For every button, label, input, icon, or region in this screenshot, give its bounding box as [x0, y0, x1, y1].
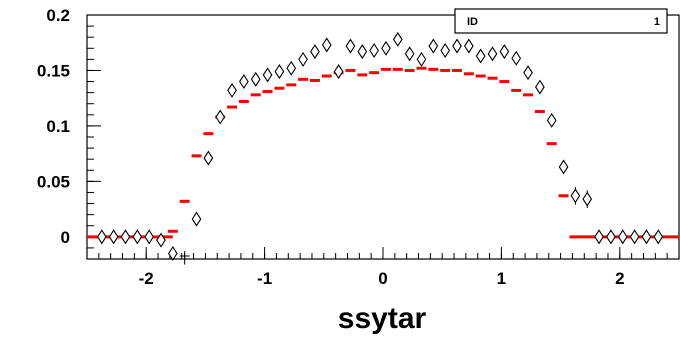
x-tick-label: -1	[257, 269, 272, 288]
diamond-marker	[535, 79, 545, 95]
diamond-marker	[191, 211, 202, 227]
diamond-marker	[286, 60, 297, 76]
x-tick-labels: -2 -1 0 1 2	[139, 269, 625, 288]
diamond-marker	[499, 44, 510, 60]
diamond-marker	[440, 42, 451, 59]
diamond-marker	[96, 229, 107, 245]
diamond-marker	[357, 44, 368, 60]
diamond-marker	[404, 46, 415, 62]
diamond-marker	[641, 229, 652, 245]
diamond-marker	[582, 191, 593, 207]
diamond-marker	[345, 38, 356, 54]
diamond-marker	[653, 229, 664, 245]
diamond-marker	[215, 109, 226, 125]
stats-label: ID	[467, 16, 478, 28]
x-tick-label: -2	[139, 269, 154, 288]
diamond-marker	[570, 188, 581, 204]
stats-box: ID 1	[454, 8, 668, 34]
diamond-marker	[144, 229, 155, 245]
diamond-marker	[546, 112, 557, 128]
plot-frame-box	[86, 14, 680, 260]
diamond-marker	[262, 67, 273, 83]
diamond-marker	[428, 38, 439, 54]
x-tick-label: 1	[497, 269, 506, 288]
diamond-marker	[333, 64, 344, 80]
diamond-marker	[487, 46, 498, 62]
x-tick-label: 0	[378, 269, 387, 288]
diamond-marker	[274, 64, 285, 80]
diamond-marker	[511, 50, 522, 66]
y-tick-label: 0.2	[46, 6, 70, 25]
diamond-marker	[523, 65, 533, 81]
x-axis-title: ssytar	[338, 302, 427, 335]
axis-ticks	[86, 14, 680, 260]
diamond-marker	[167, 245, 178, 261]
diamond-marker	[606, 229, 616, 245]
diamond-marker	[463, 38, 474, 54]
diamond-marker	[475, 48, 486, 64]
x-tick-label: 2	[615, 269, 624, 288]
diamond-marker	[132, 229, 143, 245]
diamond-marker	[120, 229, 131, 245]
y-tick-label: 0	[61, 228, 70, 247]
diamond-marker	[321, 37, 332, 53]
stats-box-frame	[454, 8, 668, 34]
diamond-marker	[381, 40, 391, 56]
diamond-marker	[392, 31, 403, 47]
y-tick-label: 0.1	[46, 117, 70, 136]
diamond-marker	[416, 51, 427, 67]
data-series	[87, 31, 679, 265]
diamond-marker	[108, 229, 119, 245]
diamond-marker	[227, 82, 237, 98]
y-tick-label: 0.15	[37, 61, 70, 80]
diamond-marker	[629, 229, 640, 245]
diamond-marker	[369, 42, 379, 59]
diamond-marker	[452, 38, 462, 54]
stats-value: 1	[654, 16, 660, 28]
diamond-marker	[558, 159, 569, 175]
diamond-marker	[617, 229, 628, 245]
diamond-marker	[298, 51, 308, 67]
y-tick-label: 0.05	[37, 172, 70, 191]
y-tick-labels: 0 0.05 0.1 0.15 0.2	[37, 6, 70, 247]
diamond-marker	[310, 44, 320, 60]
diamond-marker	[156, 232, 166, 248]
diamond-marker	[203, 150, 214, 166]
diamond-marker	[250, 71, 261, 87]
diamond-marker	[594, 229, 604, 245]
diamond-marker	[239, 74, 249, 90]
plot-frame	[86, 14, 680, 260]
